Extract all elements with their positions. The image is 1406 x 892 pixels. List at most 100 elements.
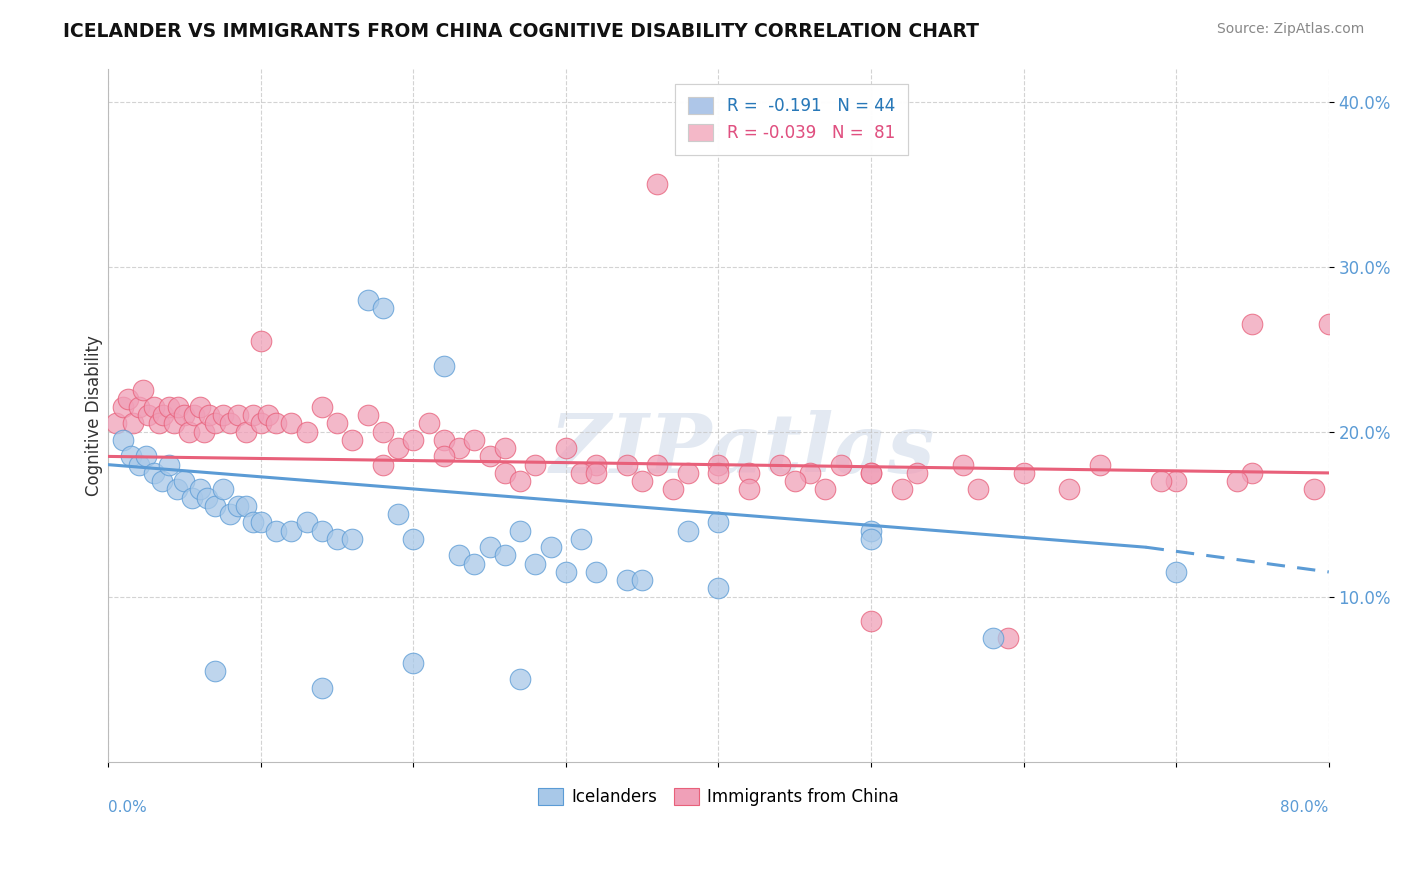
Point	[478, 450, 501, 464]
Point	[707, 582, 730, 596]
Point	[132, 384, 155, 398]
Point	[554, 565, 576, 579]
Point	[195, 491, 218, 505]
Point	[738, 466, 761, 480]
Point	[211, 483, 233, 497]
Point	[219, 507, 242, 521]
Point	[342, 433, 364, 447]
Point	[707, 516, 730, 530]
Point	[188, 400, 211, 414]
Point	[311, 524, 333, 538]
Point	[1241, 466, 1264, 480]
Text: ICELANDER VS IMMIGRANTS FROM CHINA COGNITIVE DISABILITY CORRELATION CHART: ICELANDER VS IMMIGRANTS FROM CHINA COGNI…	[63, 22, 979, 41]
Point	[143, 466, 166, 480]
Point	[1226, 474, 1249, 488]
Point	[264, 524, 287, 538]
Point	[661, 483, 683, 497]
Point	[249, 417, 271, 431]
Point	[136, 408, 159, 422]
Point	[188, 483, 211, 497]
Point	[631, 474, 654, 488]
Text: Source: ZipAtlas.com: Source: ZipAtlas.com	[1216, 22, 1364, 37]
Point	[387, 441, 409, 455]
Point	[183, 408, 205, 422]
Point	[143, 400, 166, 414]
Point	[997, 631, 1019, 645]
Point	[135, 450, 157, 464]
Point	[173, 474, 195, 488]
Point	[433, 450, 456, 464]
Point	[433, 359, 456, 373]
Point	[121, 417, 143, 431]
Point	[150, 474, 173, 488]
Point	[326, 417, 349, 431]
Point	[463, 557, 485, 571]
Point	[494, 549, 516, 563]
Point	[204, 499, 226, 513]
Point	[311, 400, 333, 414]
Point	[860, 466, 883, 480]
Point	[295, 425, 318, 439]
Point	[120, 450, 142, 464]
Point	[509, 672, 531, 686]
Point	[117, 392, 139, 406]
Point	[616, 573, 638, 587]
Point	[569, 532, 592, 546]
Point	[219, 417, 242, 431]
Point	[198, 408, 221, 422]
Point	[242, 516, 264, 530]
Point	[1166, 565, 1188, 579]
Point	[418, 417, 440, 431]
Point	[157, 458, 180, 472]
Point	[1150, 474, 1173, 488]
Point	[249, 516, 271, 530]
Point	[295, 516, 318, 530]
Point	[371, 301, 394, 315]
Point	[860, 466, 883, 480]
Point	[783, 474, 806, 488]
Point	[311, 681, 333, 695]
Point	[707, 466, 730, 480]
Point	[509, 524, 531, 538]
Point	[585, 458, 607, 472]
Point	[463, 433, 485, 447]
Point	[905, 466, 928, 480]
Point	[402, 532, 425, 546]
Point	[478, 540, 501, 554]
Point	[707, 458, 730, 472]
Text: 0.0%: 0.0%	[108, 800, 148, 815]
Point	[152, 408, 174, 422]
Point	[890, 483, 912, 497]
Point	[616, 458, 638, 472]
Point	[402, 656, 425, 670]
Point	[280, 524, 302, 538]
Point	[1088, 458, 1111, 472]
Text: ZIPatlas: ZIPatlas	[550, 409, 935, 490]
Point	[157, 400, 180, 414]
Point	[1302, 483, 1324, 497]
Point	[814, 483, 837, 497]
Point	[226, 499, 249, 513]
Point	[371, 458, 394, 472]
Point	[371, 425, 394, 439]
Point	[128, 458, 150, 472]
Point	[494, 466, 516, 480]
Point	[177, 425, 200, 439]
Point	[402, 433, 425, 447]
Point	[433, 433, 456, 447]
Point	[235, 499, 257, 513]
Point	[768, 458, 790, 472]
Point	[1012, 466, 1035, 480]
Point	[631, 573, 654, 587]
Point	[326, 532, 349, 546]
Point	[860, 532, 883, 546]
Point	[647, 458, 669, 472]
Point	[104, 417, 127, 431]
Point	[166, 483, 188, 497]
Point	[342, 532, 364, 546]
Point	[1317, 318, 1340, 332]
Point	[167, 400, 190, 414]
Point	[148, 417, 170, 431]
Point	[554, 441, 576, 455]
Point	[226, 408, 249, 422]
